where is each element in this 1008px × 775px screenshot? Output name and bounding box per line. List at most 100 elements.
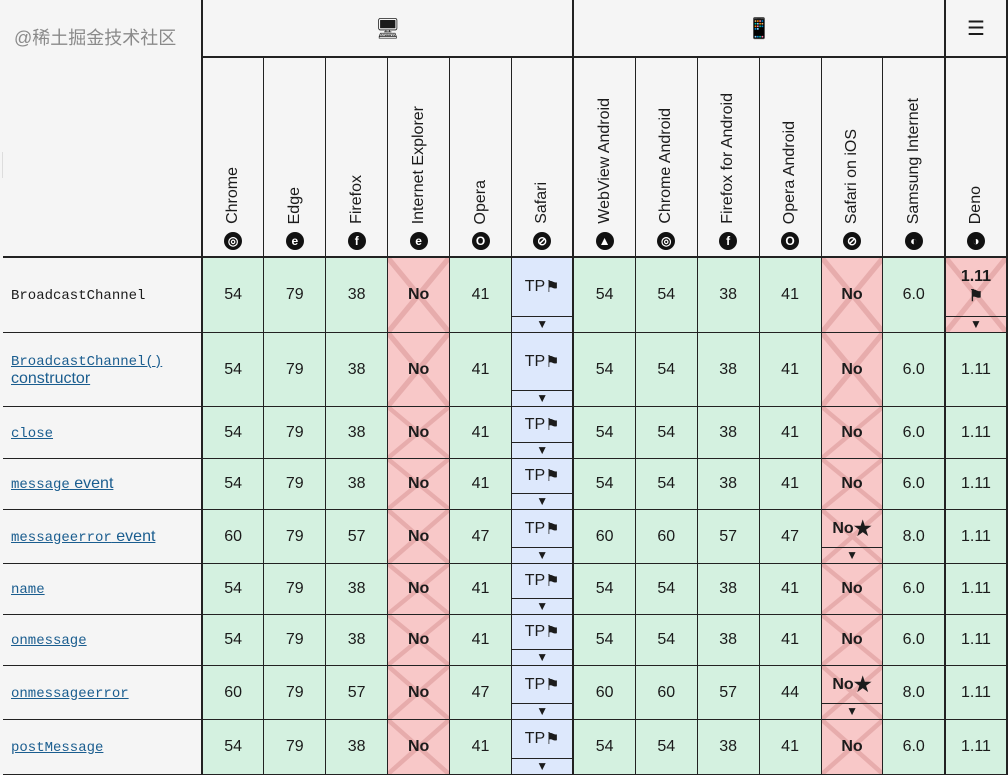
support-cell[interactable]: 60 — [201, 665, 265, 720]
support-cell[interactable]: No — [387, 563, 451, 615]
support-cell[interactable]: 60 — [634, 665, 698, 720]
support-cell[interactable]: 60 — [572, 509, 636, 564]
support-cell[interactable]: 1.11 ⚑ ▼ — [943, 256, 1008, 333]
feature-name[interactable]: messageerror event — [3, 509, 203, 564]
support-cell[interactable]: 41 — [758, 256, 822, 333]
support-cell[interactable]: 38 — [325, 614, 389, 666]
support-cell[interactable]: TP ⚑ ▼ — [510, 665, 574, 720]
support-cell[interactable]: 44 — [758, 665, 822, 720]
expand-toggle[interactable]: ▼ — [511, 598, 573, 614]
support-cell[interactable]: TP ⚑ ▼ — [510, 719, 574, 775]
support-cell[interactable]: TP ⚑ ▼ — [510, 406, 574, 459]
expand-toggle[interactable]: ▼ — [511, 758, 573, 774]
feature-link[interactable]: onmessageerror — [11, 684, 129, 702]
support-cell[interactable]: 41 — [758, 332, 822, 407]
support-cell[interactable]: 54 — [634, 332, 698, 407]
support-cell[interactable]: 54 — [634, 256, 698, 333]
support-cell[interactable]: 54 — [201, 614, 265, 666]
support-cell[interactable]: No — [820, 563, 884, 615]
support-cell[interactable]: No — [387, 458, 451, 510]
expand-toggle[interactable]: ▼ — [946, 316, 1005, 332]
support-cell[interactable]: 8.0 — [882, 665, 946, 720]
support-cell[interactable]: 79 — [263, 719, 327, 775]
feature-name[interactable]: name — [3, 563, 203, 615]
support-cell[interactable]: 54 — [572, 256, 636, 333]
support-cell[interactable]: 79 — [263, 563, 327, 615]
support-cell[interactable]: 47 — [449, 509, 512, 564]
support-cell[interactable]: 41 — [449, 406, 512, 459]
support-cell[interactable]: No — [387, 665, 451, 720]
support-cell[interactable]: No — [820, 614, 884, 666]
support-cell[interactable]: 1.11 — [943, 614, 1008, 666]
support-cell[interactable]: No ★ ▼ — [820, 665, 884, 720]
support-cell[interactable]: 60 — [572, 665, 636, 720]
support-cell[interactable]: 38 — [325, 458, 389, 510]
support-cell[interactable]: 1.11 — [943, 509, 1008, 564]
support-cell[interactable]: 41 — [449, 256, 512, 333]
support-cell[interactable]: 47 — [758, 509, 822, 564]
support-cell[interactable]: 57 — [325, 509, 389, 564]
support-cell[interactable]: No — [820, 458, 884, 510]
feature-name[interactable]: postMessage — [3, 719, 203, 775]
support-cell[interactable]: No — [820, 256, 884, 333]
support-cell[interactable]: 54 — [201, 332, 265, 407]
support-cell[interactable]: 60 — [201, 509, 265, 564]
support-cell[interactable]: 38 — [325, 406, 389, 459]
support-cell[interactable]: 1.11 — [943, 665, 1008, 720]
support-cell[interactable]: 38 — [325, 256, 389, 333]
support-cell[interactable]: 54 — [634, 719, 698, 775]
support-cell[interactable]: 41 — [449, 458, 512, 510]
expand-toggle[interactable]: ▼ — [511, 390, 573, 406]
support-cell[interactable]: 38 — [696, 406, 760, 459]
expand-toggle[interactable]: ▼ — [511, 547, 573, 563]
support-cell[interactable]: 57 — [325, 665, 389, 720]
feature-link[interactable]: messageerror event — [11, 528, 155, 546]
expand-toggle[interactable]: ▼ — [511, 493, 573, 509]
support-cell[interactable]: 38 — [696, 256, 760, 333]
support-cell[interactable]: 1.11 — [943, 406, 1008, 459]
feature-link[interactable]: onmessage — [11, 631, 87, 649]
support-cell[interactable]: 60 — [634, 509, 698, 564]
support-cell[interactable]: 6.0 — [882, 406, 946, 459]
support-cell[interactable]: 57 — [696, 509, 760, 564]
feature-link[interactable]: BroadcastChannel() constructor — [11, 352, 162, 387]
support-cell[interactable]: 54 — [572, 332, 636, 407]
support-cell[interactable]: 54 — [201, 458, 265, 510]
support-cell[interactable]: 54 — [572, 719, 636, 775]
support-cell[interactable]: 54 — [572, 458, 636, 510]
feature-name[interactable]: BroadcastChannel() constructor — [3, 332, 203, 407]
support-cell[interactable]: 41 — [449, 332, 512, 407]
support-cell[interactable]: TP ⚑ ▼ — [510, 614, 574, 666]
support-cell[interactable]: 1.11 — [943, 563, 1008, 615]
support-cell[interactable]: 1.11 — [943, 458, 1008, 510]
support-cell[interactable]: No — [387, 509, 451, 564]
support-cell[interactable]: 41 — [758, 614, 822, 666]
support-cell[interactable]: 79 — [263, 332, 327, 407]
expand-toggle[interactable]: ▼ — [511, 442, 573, 458]
support-cell[interactable]: No — [387, 719, 451, 775]
feature-name[interactable]: message event — [3, 458, 203, 510]
support-cell[interactable]: No — [387, 614, 451, 666]
support-cell[interactable]: TP ⚑ ▼ — [510, 458, 574, 510]
support-cell[interactable]: 41 — [449, 719, 512, 775]
support-cell[interactable]: 54 — [634, 614, 698, 666]
support-cell[interactable]: 54 — [201, 719, 265, 775]
support-cell[interactable]: 79 — [263, 614, 327, 666]
support-cell[interactable]: 38 — [325, 563, 389, 615]
support-cell[interactable]: 6.0 — [882, 332, 946, 407]
feature-name[interactable]: onmessage — [3, 614, 203, 666]
support-cell[interactable]: 79 — [263, 256, 327, 333]
support-cell[interactable]: No — [387, 406, 451, 459]
support-cell[interactable]: 6.0 — [882, 614, 946, 666]
support-cell[interactable]: 6.0 — [882, 719, 946, 775]
support-cell[interactable]: 54 — [572, 563, 636, 615]
feature-name[interactable]: close — [3, 406, 203, 459]
support-cell[interactable]: 38 — [696, 563, 760, 615]
support-cell[interactable]: 79 — [263, 406, 327, 459]
support-cell[interactable]: 47 — [449, 665, 512, 720]
support-cell[interactable]: 38 — [325, 332, 389, 407]
support-cell[interactable]: No — [820, 406, 884, 459]
support-cell[interactable]: 1.11 — [943, 332, 1008, 407]
support-cell[interactable]: 6.0 — [882, 458, 946, 510]
support-cell[interactable]: No — [820, 719, 884, 775]
